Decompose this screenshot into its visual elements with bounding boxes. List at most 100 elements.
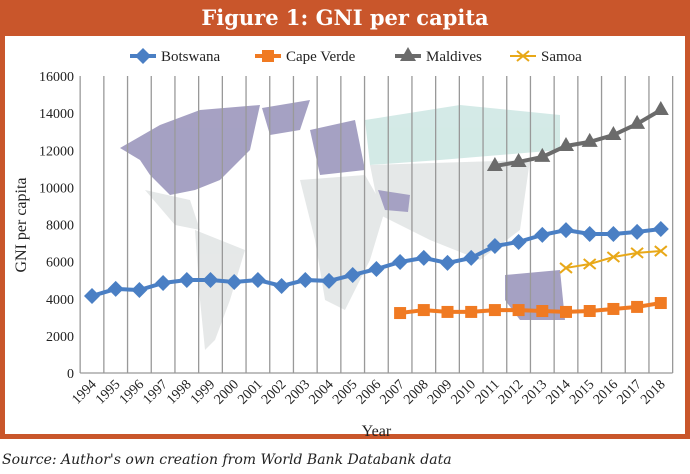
x-tick-label: 1999 [188,377,218,407]
x-tick-label: 2017 [615,377,645,407]
map-asia [370,160,530,260]
x-tick-label: 2011 [473,377,503,407]
x-tick-label: 1996 [117,377,147,407]
maldives-point [510,152,527,167]
maldives-point [558,136,574,151]
map-europe [310,120,365,175]
botswana-point [178,272,195,289]
legend-botswana-marker [135,48,151,64]
x-tick-label: 2012 [496,377,526,407]
x-tick-label: 2001 [235,377,265,407]
botswana-point [155,274,172,291]
cape-verde-point [488,304,501,317]
x-tick-label: 1995 [93,377,123,407]
y-tick-label: 16000 [39,70,74,85]
x-tick-label: 2015 [567,377,597,407]
cape-verde-point [631,300,644,313]
y-tick-label: 2000 [46,330,74,345]
samoa-point [654,245,668,257]
x-tick-label: 2005 [330,377,360,407]
botswana-point [392,253,409,270]
map-central-america [145,190,200,230]
legend-cape-verde-label: Cape Verde [286,49,356,65]
botswana-point [226,274,243,291]
y-tick-label: 10000 [39,181,74,196]
legend-maldives-marker [400,47,416,61]
legend-samoa-marker [516,50,530,62]
maldives-point [605,126,622,141]
legend-samoa-label: Samoa [541,49,582,65]
maldives-point [486,157,503,172]
x-tick-label: 2002 [259,377,289,407]
botswana-point [249,272,266,289]
botswana-point [581,225,598,242]
map-saudi [378,190,410,212]
cape-verde-point [560,305,572,318]
source-note: Source: Author's own creation from World… [2,452,452,468]
cape-verde-point [607,302,620,315]
y-axis-title: GNI per capita [13,177,30,272]
botswana-point [107,280,124,297]
botswana-point [321,272,337,289]
maldives-point [629,114,646,129]
y-tick-label: 6000 [46,256,74,271]
x-tick-label: 2000 [212,377,242,407]
x-tick-label: 1997 [141,377,171,407]
maldives-point [534,147,551,162]
x-tick-label: 2008 [401,377,431,407]
samoa-point [559,262,573,274]
cape-verde-point [465,305,478,318]
x-tick-label: 2010 [449,377,479,407]
botswana-point [415,249,432,266]
botswana-point [510,233,527,250]
y-tick-label: 8000 [46,219,74,234]
legend-maldives-label: Maldives [426,49,482,65]
cape-verde-point [583,305,596,318]
x-tick-label: 2018 [638,377,668,407]
x-axis-title: Year [362,423,392,440]
botswana-point [534,226,551,243]
legend-botswana-label: Botswana [161,49,221,65]
botswana-point [629,223,646,240]
botswana-point [368,261,385,278]
y-tick-label: 4000 [46,293,74,308]
x-tick-label: 2007 [378,377,408,407]
map-north-america [120,105,260,195]
figure-title: Figure 1: GNI per capita [0,0,690,36]
x-tick-label: 2006 [354,377,384,407]
x-tick-label: 2016 [591,377,621,407]
x-tick-label: 2013 [520,377,550,407]
map-russia [365,105,560,165]
botswana-point [605,225,622,242]
maldives-point [581,132,598,147]
cape-verde-point [394,307,407,320]
x-tick-label: 1998 [164,377,194,407]
samoa-line [565,250,661,269]
x-tick-label: 2004 [306,377,336,407]
x-tick-label: 2009 [425,377,455,407]
figure-frame [0,0,690,439]
samoa-point [606,251,621,263]
samoa-point [630,247,644,259]
botswana-point [202,272,219,289]
cape-verde-point [654,297,667,310]
cape-verde-point [441,305,454,318]
y-tick-label: 12000 [39,144,74,159]
maldives-point [652,100,669,115]
x-tick-label: 2003 [283,377,313,407]
botswana-point [297,272,314,289]
legend-cape-verde-marker [262,50,274,62]
botswana-point [131,282,148,299]
botswana-point [652,220,669,237]
cape-verde-point [536,305,549,318]
botswana-point [84,287,100,304]
botswana-point [558,222,574,239]
y-tick-label: 14000 [39,107,74,122]
samoa-point [583,258,597,270]
botswana-point [463,249,480,266]
map-greenland [262,100,310,135]
botswana-point [344,266,361,283]
x-tick-label: 2014 [543,377,573,407]
cape-verde-point [417,304,430,317]
